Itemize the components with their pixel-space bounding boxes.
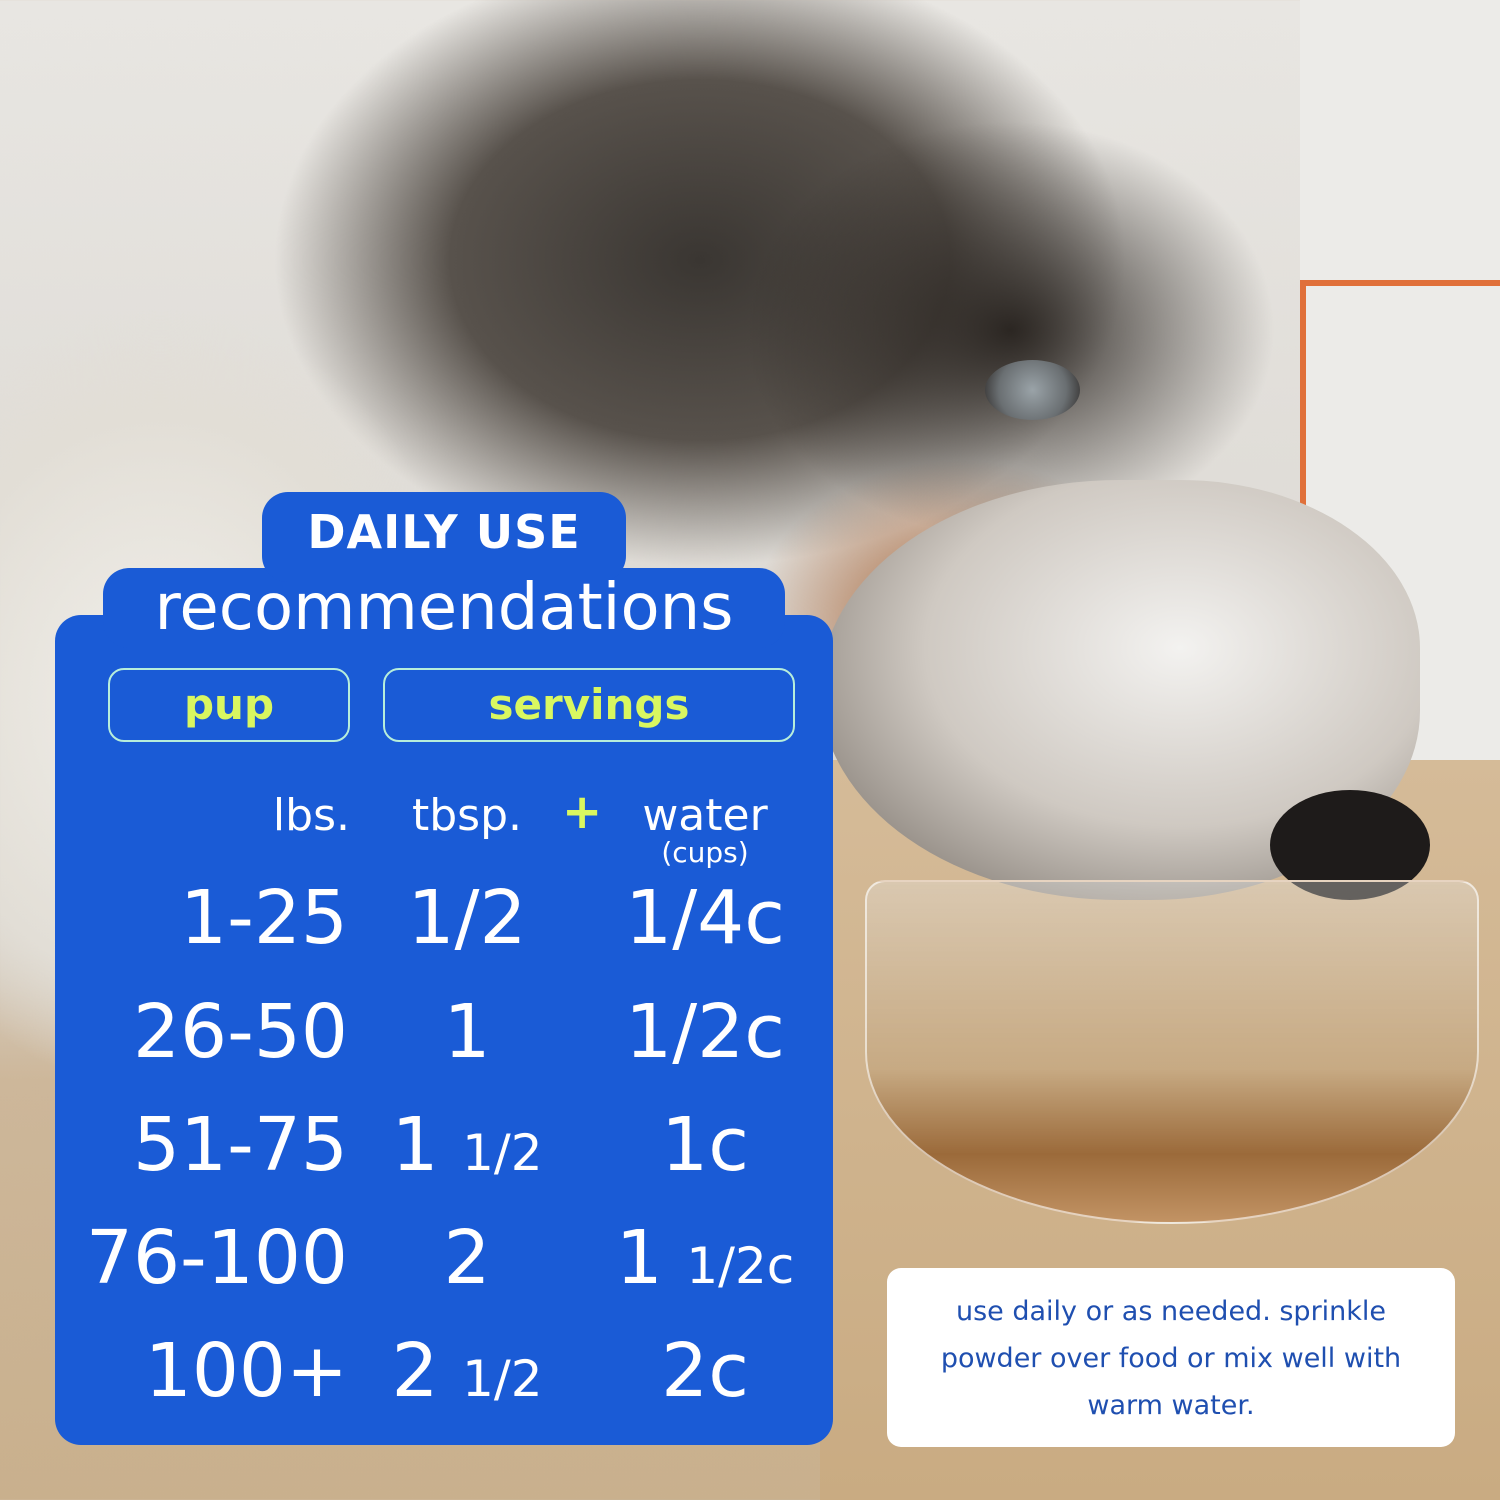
row-tbsp: 1 1/2 (377, 1100, 557, 1198)
lbs-column-header: lbs. (272, 790, 350, 841)
row-tbsp: 2 1/2 (377, 1326, 557, 1424)
tbsp-whole: 2 (443, 1215, 491, 1301)
water-whole: 1c (661, 1102, 749, 1188)
dog-eye (985, 360, 1080, 420)
row-water: 1c (600, 1100, 810, 1198)
row-water: 1 1/2c (600, 1213, 810, 1311)
tbsp-fraction: 1/2 (407, 875, 527, 961)
tbsp-fraction: 1/2 (462, 1124, 543, 1182)
tbsp-whole: 1 (391, 1102, 439, 1188)
recommendations-heading: recommendations (154, 571, 734, 645)
water-fraction: 1/2c (686, 1237, 795, 1295)
row-water: 2c (600, 1326, 810, 1424)
row-water: 1/4c (600, 873, 810, 963)
tbsp-fraction: 1/2 (462, 1350, 543, 1408)
water-whole: 1 (615, 1215, 663, 1301)
row-lbs: 26-50 (132, 989, 348, 1075)
water-fraction: 1/4c (625, 875, 785, 961)
row-tbsp: 1 (377, 987, 557, 1085)
row-tbsp: 2 (377, 1213, 557, 1311)
subtitle-tab (262, 492, 626, 582)
servings-header: servings (383, 668, 795, 742)
usage-note: use daily or as needed. sprinkle powder … (887, 1268, 1455, 1447)
row-tbsp: 1/2 (377, 873, 557, 963)
recommendations-panel (55, 615, 833, 1445)
glass-bowl (865, 880, 1479, 1224)
row-lbs: 51-75 (132, 1102, 348, 1188)
pup-header: pup (108, 668, 350, 742)
tbsp-column-header: tbsp. (411, 790, 523, 841)
row-lbs: 76-100 (85, 1215, 348, 1301)
water-unit-label: (cups) (661, 836, 749, 869)
row-lbs: 1-25 (180, 875, 348, 961)
tbsp-whole: 1 (443, 989, 491, 1075)
tbsp-whole: 2 (391, 1328, 439, 1414)
water-column-header: water (642, 790, 768, 841)
row-water: 1/2c (600, 987, 810, 1077)
water-fraction: 1/2c (625, 989, 785, 1075)
water-whole: 2c (661, 1328, 749, 1414)
row-lbs: 100+ (144, 1328, 348, 1414)
plus-icon: + (562, 784, 603, 840)
daily-use-heading: DAILY USE (307, 505, 581, 559)
